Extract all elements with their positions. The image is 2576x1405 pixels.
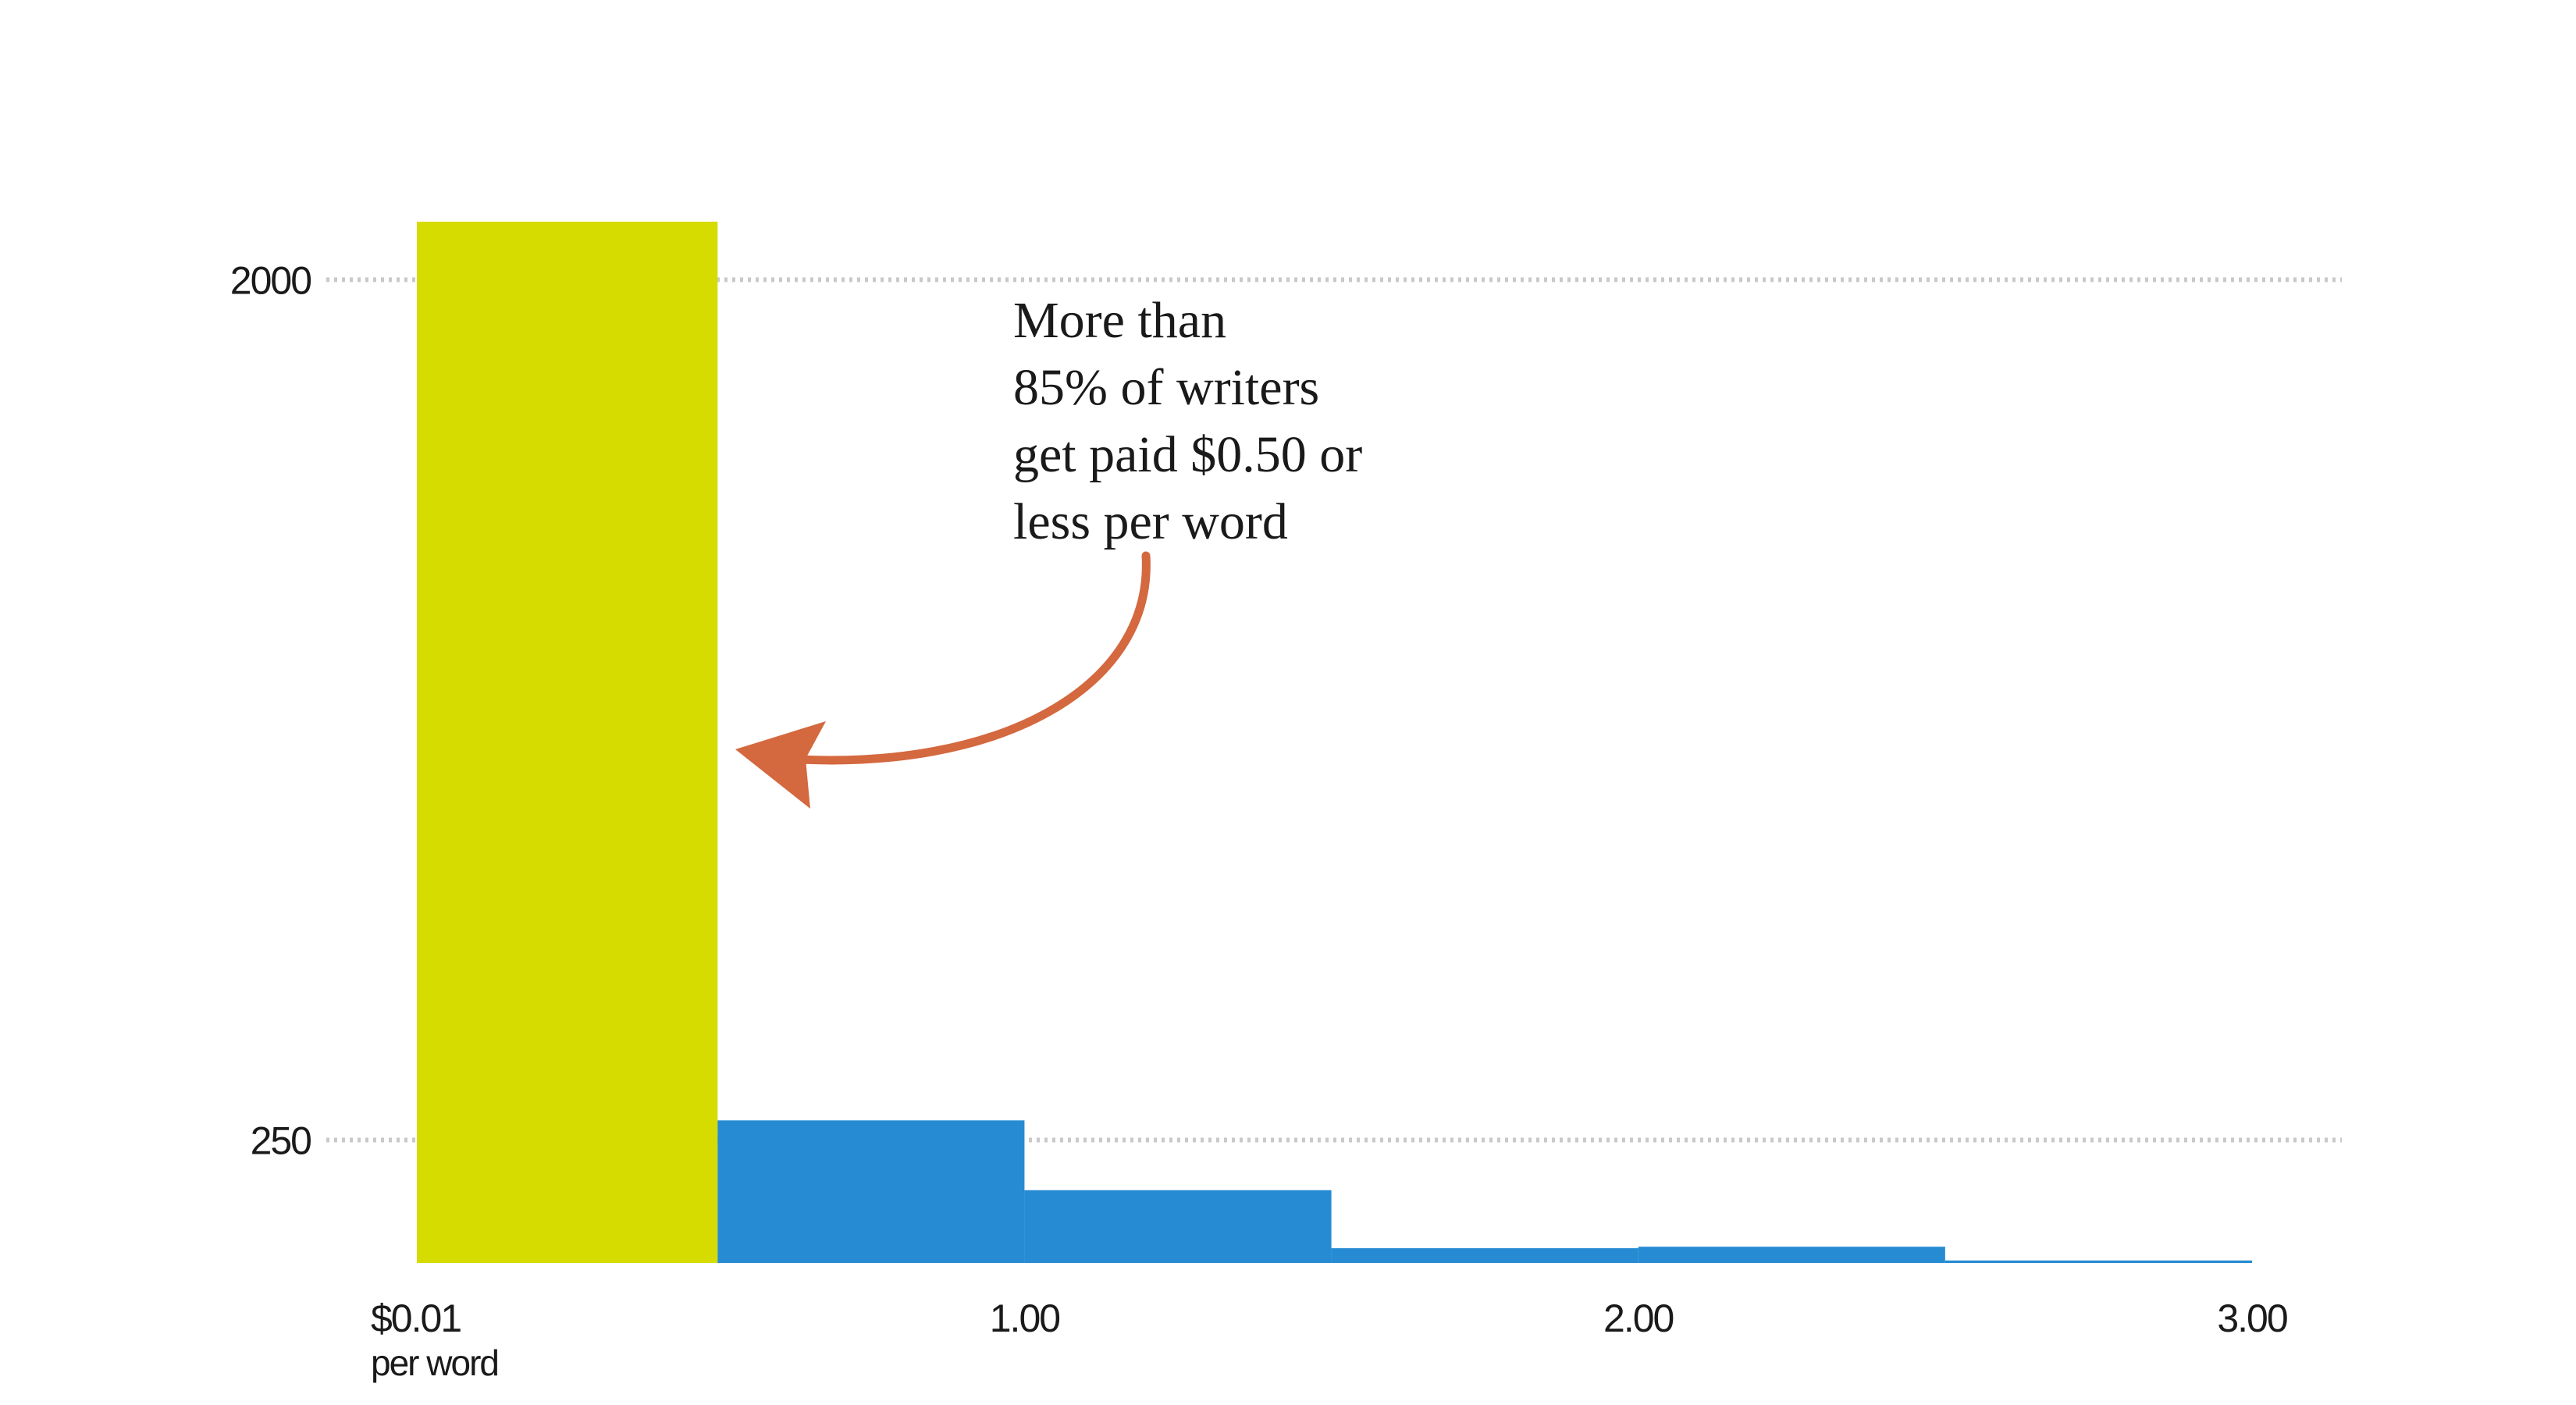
annotation-line-3: get paid $0.50 or [1013,426,1362,483]
annotation: More than 85% of writers get paid $0.50 … [735,292,1375,809]
y-axis-ticks: 250 2000 [230,258,312,1163]
bar-2 [717,1120,1025,1263]
bars [417,222,2252,1263]
annotation-line-1: More than [1013,292,1226,349]
x-tick-label-0.01: $0.01 [371,1297,461,1340]
x-tick-label-3.00: 3.00 [2217,1297,2287,1340]
bar-4 [1331,1248,1638,1263]
bar-6 [1944,1260,2252,1263]
annotation-text: More than 85% of writers get paid $0.50 … [1013,292,1375,550]
bar-1 [417,222,718,1263]
annotation-line-2: 85% of writers [1013,359,1319,416]
x-tick-label-1.00: 1.00 [990,1297,1060,1340]
annotation-arrowhead [735,721,826,809]
bar-3 [1024,1190,1332,1263]
y-tick-label-2000: 2000 [230,258,311,302]
bar-5 [1638,1247,1945,1263]
x-tick-label-2.00: 2.00 [1603,1297,1674,1340]
annotation-arrow [782,551,1151,765]
x-tick-sublabel: per word [371,1343,498,1383]
annotation-line-4: less per word [1013,493,1288,550]
y-tick-label-250: 250 [251,1119,311,1163]
